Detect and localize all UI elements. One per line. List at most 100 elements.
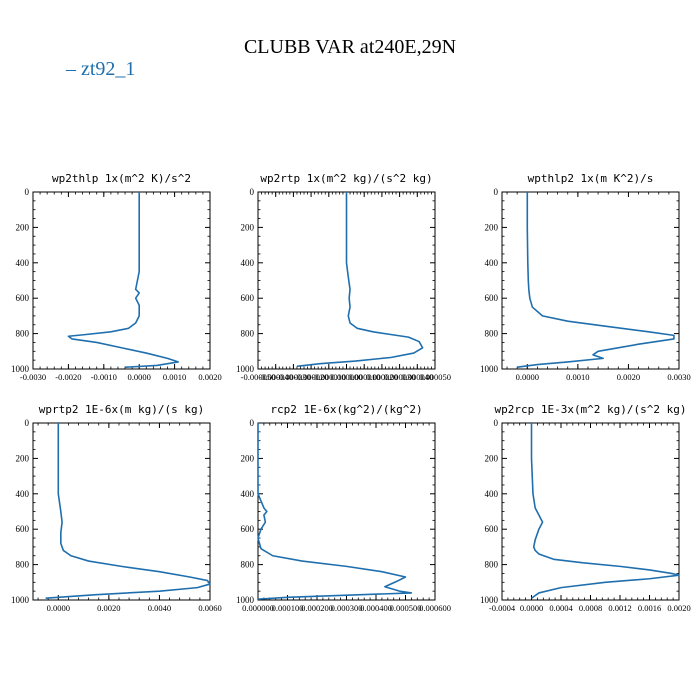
y-tick-label: 600 [485,524,499,534]
x-tick-label: -0.0010 [91,372,117,382]
y-tick-label: 600 [241,524,255,534]
y-tick-label: 400 [16,258,30,268]
x-tick-label: 0.0030 [667,372,690,382]
plot-title: rcp2 1E-6x(kg^2)/(kg^2) [270,403,422,416]
y-tick-label: 1000 [480,364,499,374]
x-tick-label: 0.0040 [148,603,171,613]
x-tick-label: 0.000000 [331,372,363,382]
y-tick-label: 800 [241,560,255,570]
x-tick-label: -0.0020 [55,372,81,382]
plot-panel-6: wp2rcp 1E-3x(m^2 kg)/(s^2 kg) 0 200 400 600 8… [480,403,691,613]
y-tick-label: 600 [16,293,30,303]
plot-panel-3: wpthlp2 1x(m K^2)/s 0 200 400 600 800 1000 0.00… [480,172,691,382]
x-tick-label: -0.0030 [20,372,46,382]
x-tick-label: 0.0000 [520,603,543,613]
x-tick-label: 0.0000 [128,372,151,382]
x-tick-label: 0.0012 [608,603,631,613]
x-tick-label: 0.0060 [198,603,221,613]
legend: – zt92_1 [66,58,135,81]
legend-label: zt92_1 [81,58,136,80]
plot-frame [32,422,211,601]
y-tick-label: 0 [25,418,30,428]
page-title: CLUBB VAR at240E,29N [243,36,457,58]
plot-title: wp2rcp 1E-3x(m^2 kg)/(s^2 kg) [494,403,686,416]
y-tick-label: 400 [485,258,499,268]
plot-frame [32,191,211,370]
x-tick-label: 0.0000 [47,603,70,613]
x-tick-label: -0.000040 [258,372,293,382]
plot-frame [257,422,436,601]
plot-panel-5: rcp2 1E-6x(kg^2)/(kg^2) 0 200 400 600 800 1000… [236,403,451,613]
x-tick-label: 0.0020 [198,372,221,382]
x-tick-label: 0.000500 [390,603,422,613]
y-tick-label: 400 [16,489,30,499]
x-tick-label: 0.0010 [163,372,186,382]
y-tick-label: 800 [485,560,499,570]
x-tick-label: 0.000100 [272,603,304,613]
x-tick-label: 0.0000 [516,372,539,382]
series-line [530,423,680,599]
plot-frame [501,422,680,601]
plot-panel-2: wp2rtp 1x(m^2 kg)/(s^2 kg) 0 200 400 600 800 1… [236,172,451,382]
x-tick-label: 0.000020 [366,372,398,382]
x-tick-label: 0.000050 [419,372,451,382]
y-tick-label: 200 [16,222,30,232]
x-tick-label: -0.000020 [294,372,329,382]
y-tick-label: 400 [485,489,499,499]
y-tick-label: 0 [250,418,255,428]
x-tick-label: 0.000000 [242,603,274,613]
legend-dash: – [66,58,76,80]
y-tick-label: 200 [485,453,499,463]
series-line [517,192,675,369]
x-tick-label: -0.0004 [489,603,516,613]
y-tick-label: 1000 [11,595,30,605]
y-tick-label: 200 [485,222,499,232]
x-tick-label: 0.000010 [348,372,380,382]
plot-title: wpthlp2 1x(m K^2)/s [528,172,654,185]
plot-panel-4: wprtp2 1E-6x(m kg)/(s kg) 0 200 400 600 800 10… [11,403,222,613]
x-tick-label: 0.000400 [360,603,392,613]
y-tick-label: 0 [25,187,30,197]
y-tick-label: 1000 [480,595,499,605]
x-tick-label: 0.0010 [566,372,589,382]
y-tick-label: 200 [16,453,30,463]
y-tick-label: 200 [241,222,255,232]
series-line [296,192,424,368]
y-tick-label: 1000 [236,595,255,605]
x-tick-label: 0.0020 [667,603,690,613]
x-tick-label: 0.0020 [97,603,120,613]
y-tick-label: 800 [16,560,30,570]
y-tick-label: 1000 [11,364,30,374]
y-tick-label: 600 [241,293,255,303]
y-tick-label: 400 [241,489,255,499]
y-tick-label: 0 [494,187,499,197]
series-line [45,423,211,600]
y-tick-label: 1000 [236,364,255,374]
x-tick-label: -0.000010 [311,372,346,382]
y-tick-label: 600 [16,524,30,534]
y-tick-label: 800 [241,329,255,339]
x-tick-label: 0.0004 [549,603,573,613]
y-tick-label: 400 [241,258,255,268]
x-tick-label: 0.0020 [617,372,640,382]
x-tick-label: -0.000030 [276,372,311,382]
x-tick-label: 0.0016 [638,603,661,613]
y-tick-label: 800 [485,329,499,339]
x-tick-label: 0.000600 [419,603,451,613]
y-tick-label: 600 [485,293,499,303]
x-tick-label: 0.000200 [301,603,333,613]
plot-panel-1: wp2thlp 1x(m^2 K)/s^202004006008001000-0… [11,172,222,382]
plot-title: wp2rtp 1x(m^2 kg)/(s^2 kg) [260,172,432,185]
x-tick-label: 0.0008 [579,603,602,613]
x-tick-label: 0.000030 [384,372,416,382]
x-tick-label: -0.000050 [241,372,276,382]
y-tick-label: 0 [250,187,255,197]
series-line [257,423,413,600]
x-tick-label: 0.000300 [331,603,363,613]
y-tick-label: 0 [494,418,499,428]
plot-title: wp2thlp 1x(m^2 K)/s^2 [52,172,191,185]
y-tick-label: 200 [241,453,255,463]
plot-title: wprtp2 1E-6x(m kg)/(s kg) [39,403,205,416]
x-tick-label: 0.000040 [401,372,433,382]
